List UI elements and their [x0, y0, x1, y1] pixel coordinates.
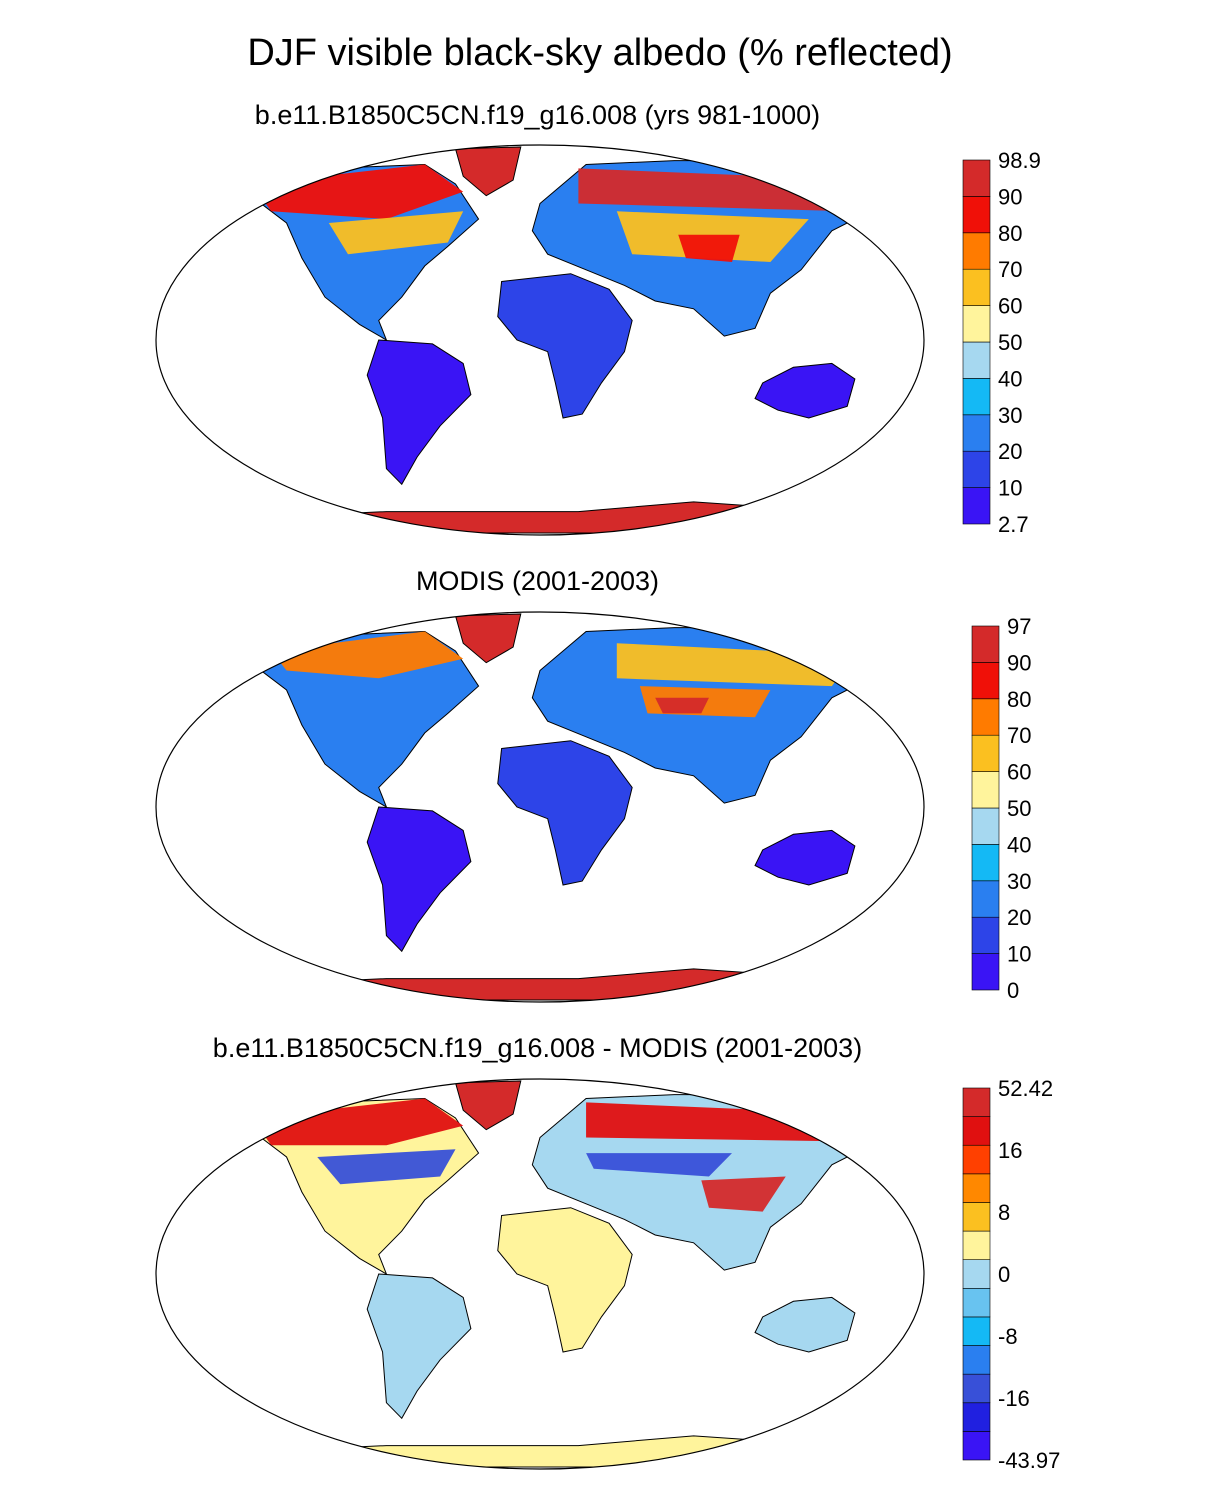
colorbar-tick-label: 60 — [1007, 760, 1031, 785]
colorbar-tick-label: 80 — [1007, 687, 1031, 712]
colorbar-swatch — [971, 844, 1000, 882]
continent-africa — [497, 273, 633, 419]
colorbar-swatch — [971, 953, 1000, 991]
colorbar-swatch — [962, 1202, 991, 1232]
colorbar-tick-label: 50 — [998, 330, 1022, 355]
colorbar-swatch — [962, 378, 991, 416]
albedo-region-4 — [678, 234, 740, 262]
map-2: -43.97 -16 -8 0 8 16 52.42 — [155, 1076, 1060, 1473]
colorbar-swatch — [971, 880, 1000, 918]
colorbar-swatch — [962, 1116, 991, 1146]
colorbar-tick-label: 70 — [1007, 723, 1031, 748]
map-0: 2.7 10 20 30 40 50 60 70 80 90 98.9 — [155, 144, 1041, 537]
continent-southAmerica — [366, 1273, 472, 1420]
colorbar-tick-label: 98.9 — [998, 148, 1041, 173]
colorbar-swatch — [962, 268, 991, 306]
colorbar-tick-label: 2.7 — [998, 512, 1029, 537]
colorbar-tick-label: 70 — [998, 257, 1022, 282]
colorbar-swatch — [962, 1316, 991, 1346]
map-frame — [155, 144, 925, 536]
figure-title: DJF visible black-sky albedo (% reflecte… — [247, 32, 953, 74]
colorbar-swatch — [971, 916, 1000, 954]
colorbar-1: 0 10 20 30 40 50 60 70 80 90 97 — [971, 614, 1031, 1003]
map-frame — [155, 611, 925, 1003]
albedo-region-3 — [655, 697, 709, 714]
colorbar-swatch — [962, 196, 991, 234]
colorbar-tick-label: 60 — [998, 294, 1022, 319]
albedo-region-1 — [328, 211, 464, 255]
colorbar-swatch — [962, 1402, 991, 1432]
map-frame — [155, 1078, 925, 1470]
colorbar-tick-label: 16 — [998, 1138, 1022, 1163]
colorbar-tick-label: 20 — [998, 439, 1022, 464]
albedo-region-2 — [586, 1102, 863, 1142]
colorbar-swatch — [962, 232, 991, 270]
colorbar-tick-label: -16 — [998, 1386, 1030, 1411]
colorbar-swatch — [962, 414, 991, 452]
colorbar-tick-label: 40 — [998, 366, 1022, 391]
continent-africa — [497, 740, 633, 886]
colorbar-tick-label: 10 — [1007, 942, 1031, 967]
colorbar-swatch — [962, 450, 991, 488]
colorbar-tick-label: 20 — [1007, 905, 1031, 930]
colorbar-tick-label: 0 — [998, 1262, 1010, 1287]
colorbar-swatch — [962, 159, 991, 197]
continent-australia — [754, 829, 856, 886]
colorbar-swatch — [962, 1144, 991, 1175]
continent-northAmerica — [243, 630, 480, 809]
colorbar-swatch — [971, 625, 1000, 663]
continent-southAmerica — [366, 806, 472, 953]
albedo-region-0 — [271, 631, 464, 679]
colorbar-swatch — [962, 1373, 991, 1404]
colorbar-tick-label: 90 — [1007, 650, 1031, 675]
colorbar-tick-label: 30 — [1007, 869, 1031, 894]
colorbar-tick-label: 52.42 — [998, 1076, 1053, 1101]
colorbar-swatch — [962, 1230, 991, 1260]
colorbar-swatch — [962, 1087, 991, 1117]
albedo-region-3 — [586, 1153, 732, 1177]
colorbar-0: 2.7 10 20 30 40 50 60 70 80 90 98.9 — [962, 148, 1041, 537]
colorbar-swatch — [962, 1173, 991, 1203]
colorbar-swatch — [962, 1431, 991, 1461]
panel-title-difference: b.e11.B1850C5CN.f19_g16.008 - MODIS (200… — [212, 1033, 863, 1063]
colorbar-tick-label: 8 — [998, 1200, 1010, 1225]
continent-australia — [754, 362, 856, 419]
albedo-region-4 — [701, 1176, 786, 1212]
colorbar-tick-label: 90 — [998, 184, 1022, 209]
continent-greenland — [454, 613, 522, 664]
colorbar-swatch — [971, 698, 1000, 736]
colorbar-swatch — [962, 341, 991, 379]
albedo-region-1 — [317, 1149, 456, 1185]
colorbar-2: -43.97 -16 -8 0 8 16 52.42 — [962, 1076, 1060, 1473]
colorbar-tick-label: -43.97 — [998, 1448, 1060, 1473]
panel-title-model: b.e11.B1850C5CN.f19_g16.008 (yrs 981-100… — [254, 100, 821, 130]
colorbar-tick-label: 10 — [998, 476, 1022, 501]
colorbar-tick-label: 30 — [998, 403, 1022, 428]
colorbar-swatch — [971, 734, 1000, 772]
albedo-region-0 — [252, 1098, 464, 1146]
colorbar-tick-label: 50 — [1007, 796, 1031, 821]
panel-title-modis: MODIS (2001-2003) — [415, 566, 660, 596]
colorbar-tick-label: 97 — [1007, 614, 1031, 639]
continent-africa — [497, 1207, 633, 1353]
colorbar-tick-label: 40 — [1007, 832, 1031, 857]
colorbar-tick-label: 0 — [1007, 978, 1019, 1003]
colorbar-swatch — [962, 1345, 991, 1375]
colorbar-swatch — [971, 771, 1000, 809]
continent-greenland — [454, 146, 522, 197]
colorbar-swatch — [962, 305, 991, 343]
continent-greenland — [454, 1080, 522, 1131]
colorbar-swatch — [971, 807, 1000, 845]
colorbar-swatch — [962, 1259, 991, 1289]
continent-southAmerica — [366, 339, 472, 486]
colorbar-tick-label: 80 — [998, 221, 1022, 246]
continent-australia — [754, 1296, 856, 1353]
map-1: 0 10 20 30 40 50 60 70 80 90 97 — [155, 611, 1031, 1003]
colorbar-swatch — [971, 662, 1000, 700]
colorbar-swatch — [962, 487, 991, 525]
colorbar-swatch — [962, 1288, 991, 1318]
colorbar-tick-label: -8 — [998, 1324, 1018, 1349]
